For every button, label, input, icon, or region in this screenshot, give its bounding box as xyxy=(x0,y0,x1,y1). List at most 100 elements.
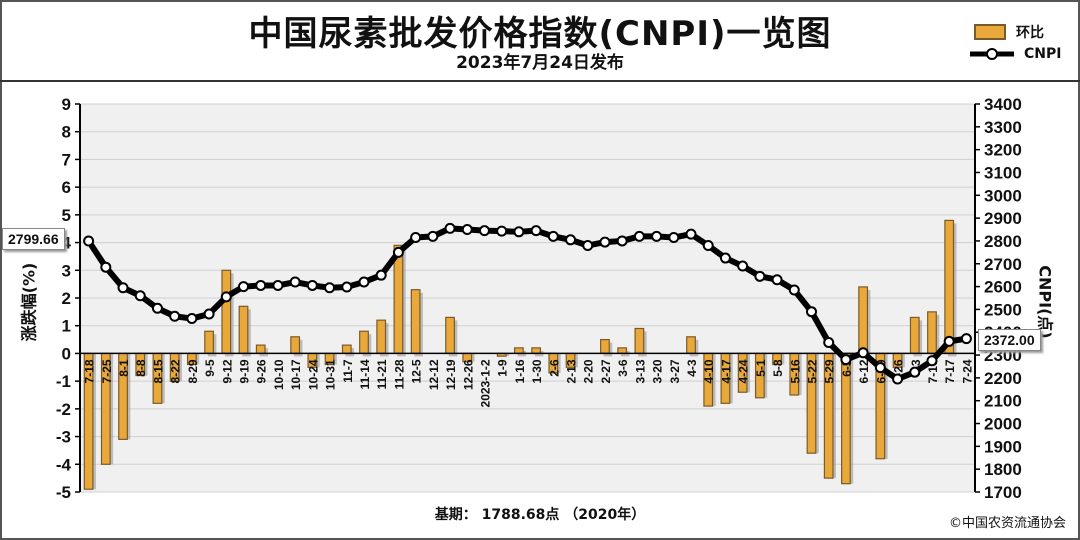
bar xyxy=(944,219,955,355)
x-tick-label: 2-13 xyxy=(565,359,579,383)
cnpi-point xyxy=(461,224,473,236)
legend-bar-label: 环比 xyxy=(1016,25,1044,41)
y-left-tick-label: -1 xyxy=(56,372,71,391)
copyright-note: ©中国农资流通协会 xyxy=(948,516,1066,531)
y-left-tick-label: 8 xyxy=(62,123,71,142)
cnpi-point xyxy=(788,284,800,296)
chart-subtitle: 2023年7月24日发布 xyxy=(456,53,624,73)
x-tick-label: 11-7 xyxy=(341,359,355,383)
cnpi-point xyxy=(306,279,318,291)
cnpi-point xyxy=(754,270,766,282)
x-tick-label: 9-12 xyxy=(220,359,234,383)
x-tick-label: 2023-1-2 xyxy=(478,359,492,407)
cnpi-point xyxy=(186,313,198,325)
x-tick-label: 5-16 xyxy=(788,359,802,383)
bar xyxy=(909,316,920,355)
x-tick-label: 9-19 xyxy=(238,359,252,383)
cnpi-point xyxy=(651,230,663,242)
x-tick-label: 4-3 xyxy=(685,359,699,377)
bar xyxy=(634,327,645,355)
x-tick-label: 3-20 xyxy=(651,359,665,383)
bar-series xyxy=(83,219,957,490)
cnpi-point xyxy=(203,308,215,320)
legend-item-bar: 环比 xyxy=(974,22,1044,42)
y-left-tick-label: 7 xyxy=(62,150,71,169)
bar xyxy=(617,347,628,355)
y-right-tick-label: 2600 xyxy=(984,278,1022,297)
chart-header: 中国尿素批发价格指数(CNPI)一览图 2023年7月24日发布 环比 CNPI xyxy=(2,2,1078,80)
bar xyxy=(204,330,214,355)
bar xyxy=(927,311,937,355)
x-tick-label: 5-1 xyxy=(754,359,768,377)
y-right-tick-label: 1800 xyxy=(984,460,1022,479)
y-left-tick-label: 6 xyxy=(62,178,71,197)
y-right-tick-label: 1700 xyxy=(984,483,1022,502)
bar xyxy=(341,344,352,355)
x-tick-labels: 7-18 7-25 8-1 8-8 8-15 8-22 8-29 9-5 9-12 9-19 9-2… xyxy=(83,359,975,407)
x-tick-label: 4-24 xyxy=(737,359,751,383)
y-right-tick-label: 2100 xyxy=(984,392,1022,411)
x-tick-label: 3-13 xyxy=(633,359,647,383)
bar xyxy=(359,330,369,355)
x-tick-label: 10-24 xyxy=(306,359,320,390)
x-tick-label: 7-17 xyxy=(943,359,957,383)
chart-svg: -5 -4 -3 -2 -1 0 1 2 3 4 5 6 7 8 9 1700 1800 1900 2000 2100… xyxy=(56,95,1022,502)
y-left-tick-label: 1 xyxy=(62,317,71,336)
x-tick-label: 8-29 xyxy=(186,359,200,383)
x-tick-label: 4-17 xyxy=(719,359,733,383)
x-tick-label: 2-27 xyxy=(599,359,613,383)
cnpi-point xyxy=(513,226,525,238)
cnpi-point xyxy=(427,230,439,242)
cnpi-point xyxy=(633,230,645,242)
x-tick-label: 12-26 xyxy=(461,359,475,390)
cnpi-point xyxy=(151,302,163,314)
legend-line-label: CNPI xyxy=(1024,46,1062,62)
cnpi-point xyxy=(289,276,301,288)
cnpi-point xyxy=(272,279,284,291)
cnpi-point xyxy=(341,281,353,293)
x-tick-label: 10-10 xyxy=(272,359,286,390)
y-left-tick-label: 4 xyxy=(62,234,72,253)
y-left-tick-label: -4 xyxy=(56,455,72,474)
x-tick-label: 3-27 xyxy=(668,359,682,383)
cnpi-point xyxy=(943,335,955,347)
x-tick-label: 11-14 xyxy=(358,359,372,389)
bar xyxy=(858,286,869,355)
cnpi-point xyxy=(565,234,577,246)
y-right-tick-label: 3400 xyxy=(984,95,1022,114)
y-left-tick-label: 0 xyxy=(62,344,71,363)
x-tick-label: 9-5 xyxy=(203,359,217,377)
cnpi-point xyxy=(117,282,129,294)
bar xyxy=(531,347,542,355)
x-tick-label: 3-6 xyxy=(616,359,630,377)
cnpi-point xyxy=(926,355,938,367)
y-left-tick-label: 3 xyxy=(62,261,71,280)
y-right-tick-label: 1900 xyxy=(984,437,1022,456)
x-tick-label: 5-29 xyxy=(823,359,837,383)
x-tick-label: 11-28 xyxy=(392,359,406,389)
legend-bar-swatch xyxy=(974,24,1006,40)
x-tick-label: 7-25 xyxy=(100,359,114,383)
x-tick-label: 5-22 xyxy=(805,359,819,383)
cnpi-point xyxy=(685,228,697,240)
axes: -5 -4 -3 -2 -1 0 1 2 3 4 5 6 7 8 9 1700 1800 1900 2000 2100… xyxy=(56,95,1022,502)
x-tick-label: 7-18 xyxy=(83,359,97,383)
bar xyxy=(290,336,301,355)
cnpi-point xyxy=(530,225,542,237)
y-right-axis-title: CNPI(点) xyxy=(1035,265,1055,339)
cnpi-point xyxy=(392,246,404,258)
y-right-tick-label: 3300 xyxy=(984,118,1022,137)
cnpi-point xyxy=(857,347,869,359)
y-right-tick-label: 2800 xyxy=(984,232,1022,251)
y-right-tick-label: 2700 xyxy=(984,255,1022,274)
cnpi-point xyxy=(702,240,714,252)
bar xyxy=(238,305,249,355)
cnpi-point xyxy=(375,269,387,281)
cnpi-point xyxy=(892,373,904,385)
x-tick-label: 7-24 xyxy=(960,359,974,383)
x-tick-label: 4-10 xyxy=(702,359,716,383)
y-left-tick-label: -5 xyxy=(56,483,71,502)
cnpi-point xyxy=(840,354,852,366)
x-tick-label: 1-30 xyxy=(530,359,544,383)
cnpi-point xyxy=(771,274,783,286)
